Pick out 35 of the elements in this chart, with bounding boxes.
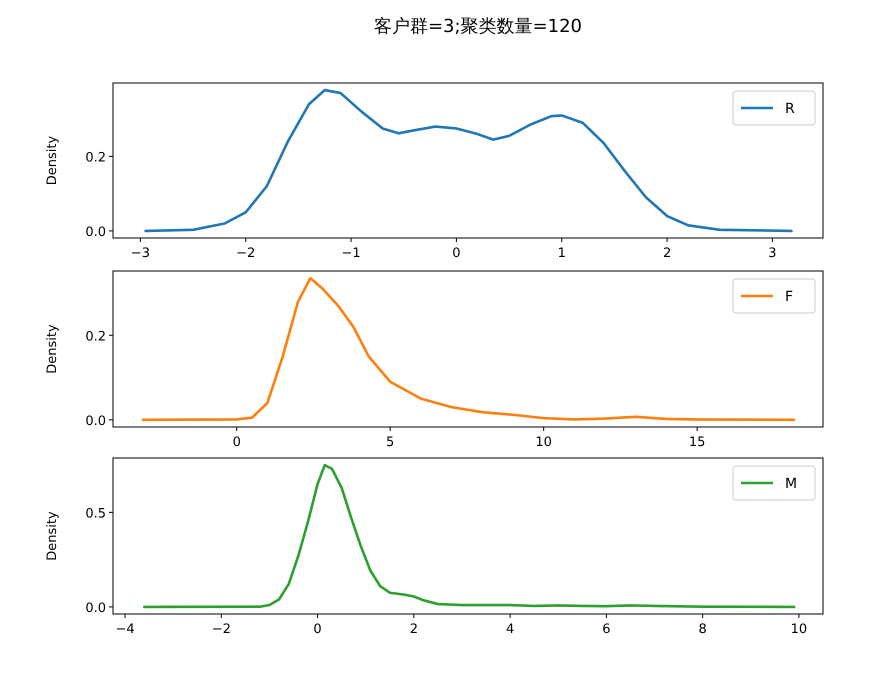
x-tick-label: 6 [602,622,611,637]
y-tick-label: 0.0 [85,414,106,429]
line-series [144,88,793,232]
x-tick-label: −4 [115,622,135,637]
x-tick-label: 3 [768,246,777,261]
x-tick-label: −3 [130,246,150,261]
x-tick-label: 10 [790,622,808,637]
line-series [142,464,796,608]
x-tick-label: 0 [452,246,461,261]
x-tick-label: 15 [688,435,706,450]
x-tick-label: 2 [662,246,672,261]
x-tick-label: 1 [558,246,566,261]
y-tick-label: 0.2 [85,329,106,344]
y-tick-label: 0.5 [85,506,106,522]
legend-label: F [785,289,794,305]
x-tick-label: 8 [698,622,707,637]
x-tick-label: 0 [232,435,241,450]
y-tick-label: 0.2 [85,150,106,166]
y-axis-title: Density [45,510,60,561]
y-axis-title: Density [45,324,60,374]
chart-title: 客户群=3;聚类数量=120 [374,16,582,37]
x-tick-label: 4 [506,622,514,637]
legend-label: R [785,101,795,117]
legend-label: M [785,476,798,492]
x-tick-label: −1 [341,246,361,261]
x-tick-label: 10 [535,435,552,450]
x-tick-label: −2 [236,246,256,261]
y-tick-label: 0.0 [85,224,106,240]
x-tick-label: −2 [212,622,231,637]
x-tick-label: 5 [386,435,394,450]
line-series [142,276,796,422]
y-axis-title: Density [45,135,60,186]
x-tick-label: 0 [313,622,322,637]
y-tick-label: 0.0 [85,600,106,616]
x-tick-label: 2 [410,622,418,637]
